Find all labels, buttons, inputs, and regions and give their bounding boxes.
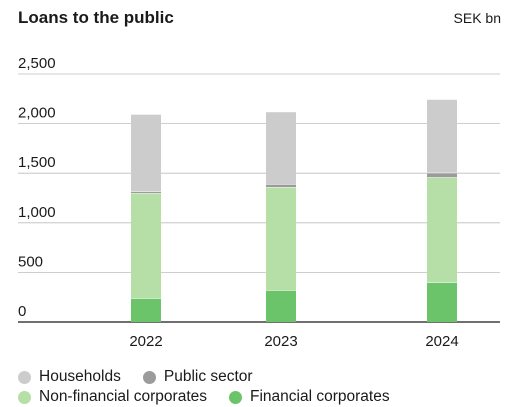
legend-row-2: Non-financial corporates Financial corpo… [18, 388, 412, 406]
households-swatch-icon [18, 370, 31, 384]
x-tick-label: 2022 [129, 333, 162, 350]
legend-row-1: Households Public sector [18, 368, 275, 386]
financial-corporates-swatch-icon [229, 390, 243, 404]
public-sector-swatch-icon [142, 370, 156, 384]
bar-segment [427, 177, 457, 283]
bar-segment [131, 191, 161, 194]
legend-item-non-financial-corporates: Non-financial corporates [18, 388, 207, 406]
legend-label-public-sector: Public sector [163, 368, 253, 385]
legend-label-households: Households [39, 368, 121, 385]
y-tick-label: 2,500 [18, 55, 56, 72]
bar-segment [427, 172, 457, 178]
bar-segment [266, 112, 296, 185]
y-tick-label: 1,500 [18, 154, 56, 171]
legend-label-financial-corporates: Financial corporates [250, 388, 390, 405]
legend-item-financial-corporates: Financial corporates [229, 388, 390, 406]
bar-segment [427, 99, 457, 173]
unit-label: SEK bn [453, 10, 501, 26]
bar-segment [131, 114, 161, 192]
chart-title: Loans to the public [18, 8, 174, 27]
y-tick-label: 0 [18, 303, 26, 320]
bar-segment [266, 290, 296, 322]
y-tick-label: 500 [18, 253, 43, 270]
legend-item-public-sector: Public sector [142, 368, 253, 386]
y-tick-label: 1,000 [18, 204, 56, 221]
x-tick-label: 2024 [425, 333, 458, 350]
bar-segment [266, 187, 296, 291]
bar-segment [427, 282, 457, 322]
legend-item-households: Households [18, 368, 121, 386]
non-financial-corporates-swatch-icon [18, 390, 31, 404]
legend-label-non-financial-corporates: Non-financial corporates [39, 388, 208, 405]
x-tick-label: 2023 [264, 333, 297, 350]
bar-segment [131, 298, 161, 322]
stacked-bar-chart: 0 500 1,000 1,500 2,000 2,500 2022 2023 2024 [18, 55, 500, 350]
bar-segment [266, 184, 296, 188]
bar-segment [131, 193, 161, 299]
y-tick-label: 2,000 [18, 105, 56, 122]
